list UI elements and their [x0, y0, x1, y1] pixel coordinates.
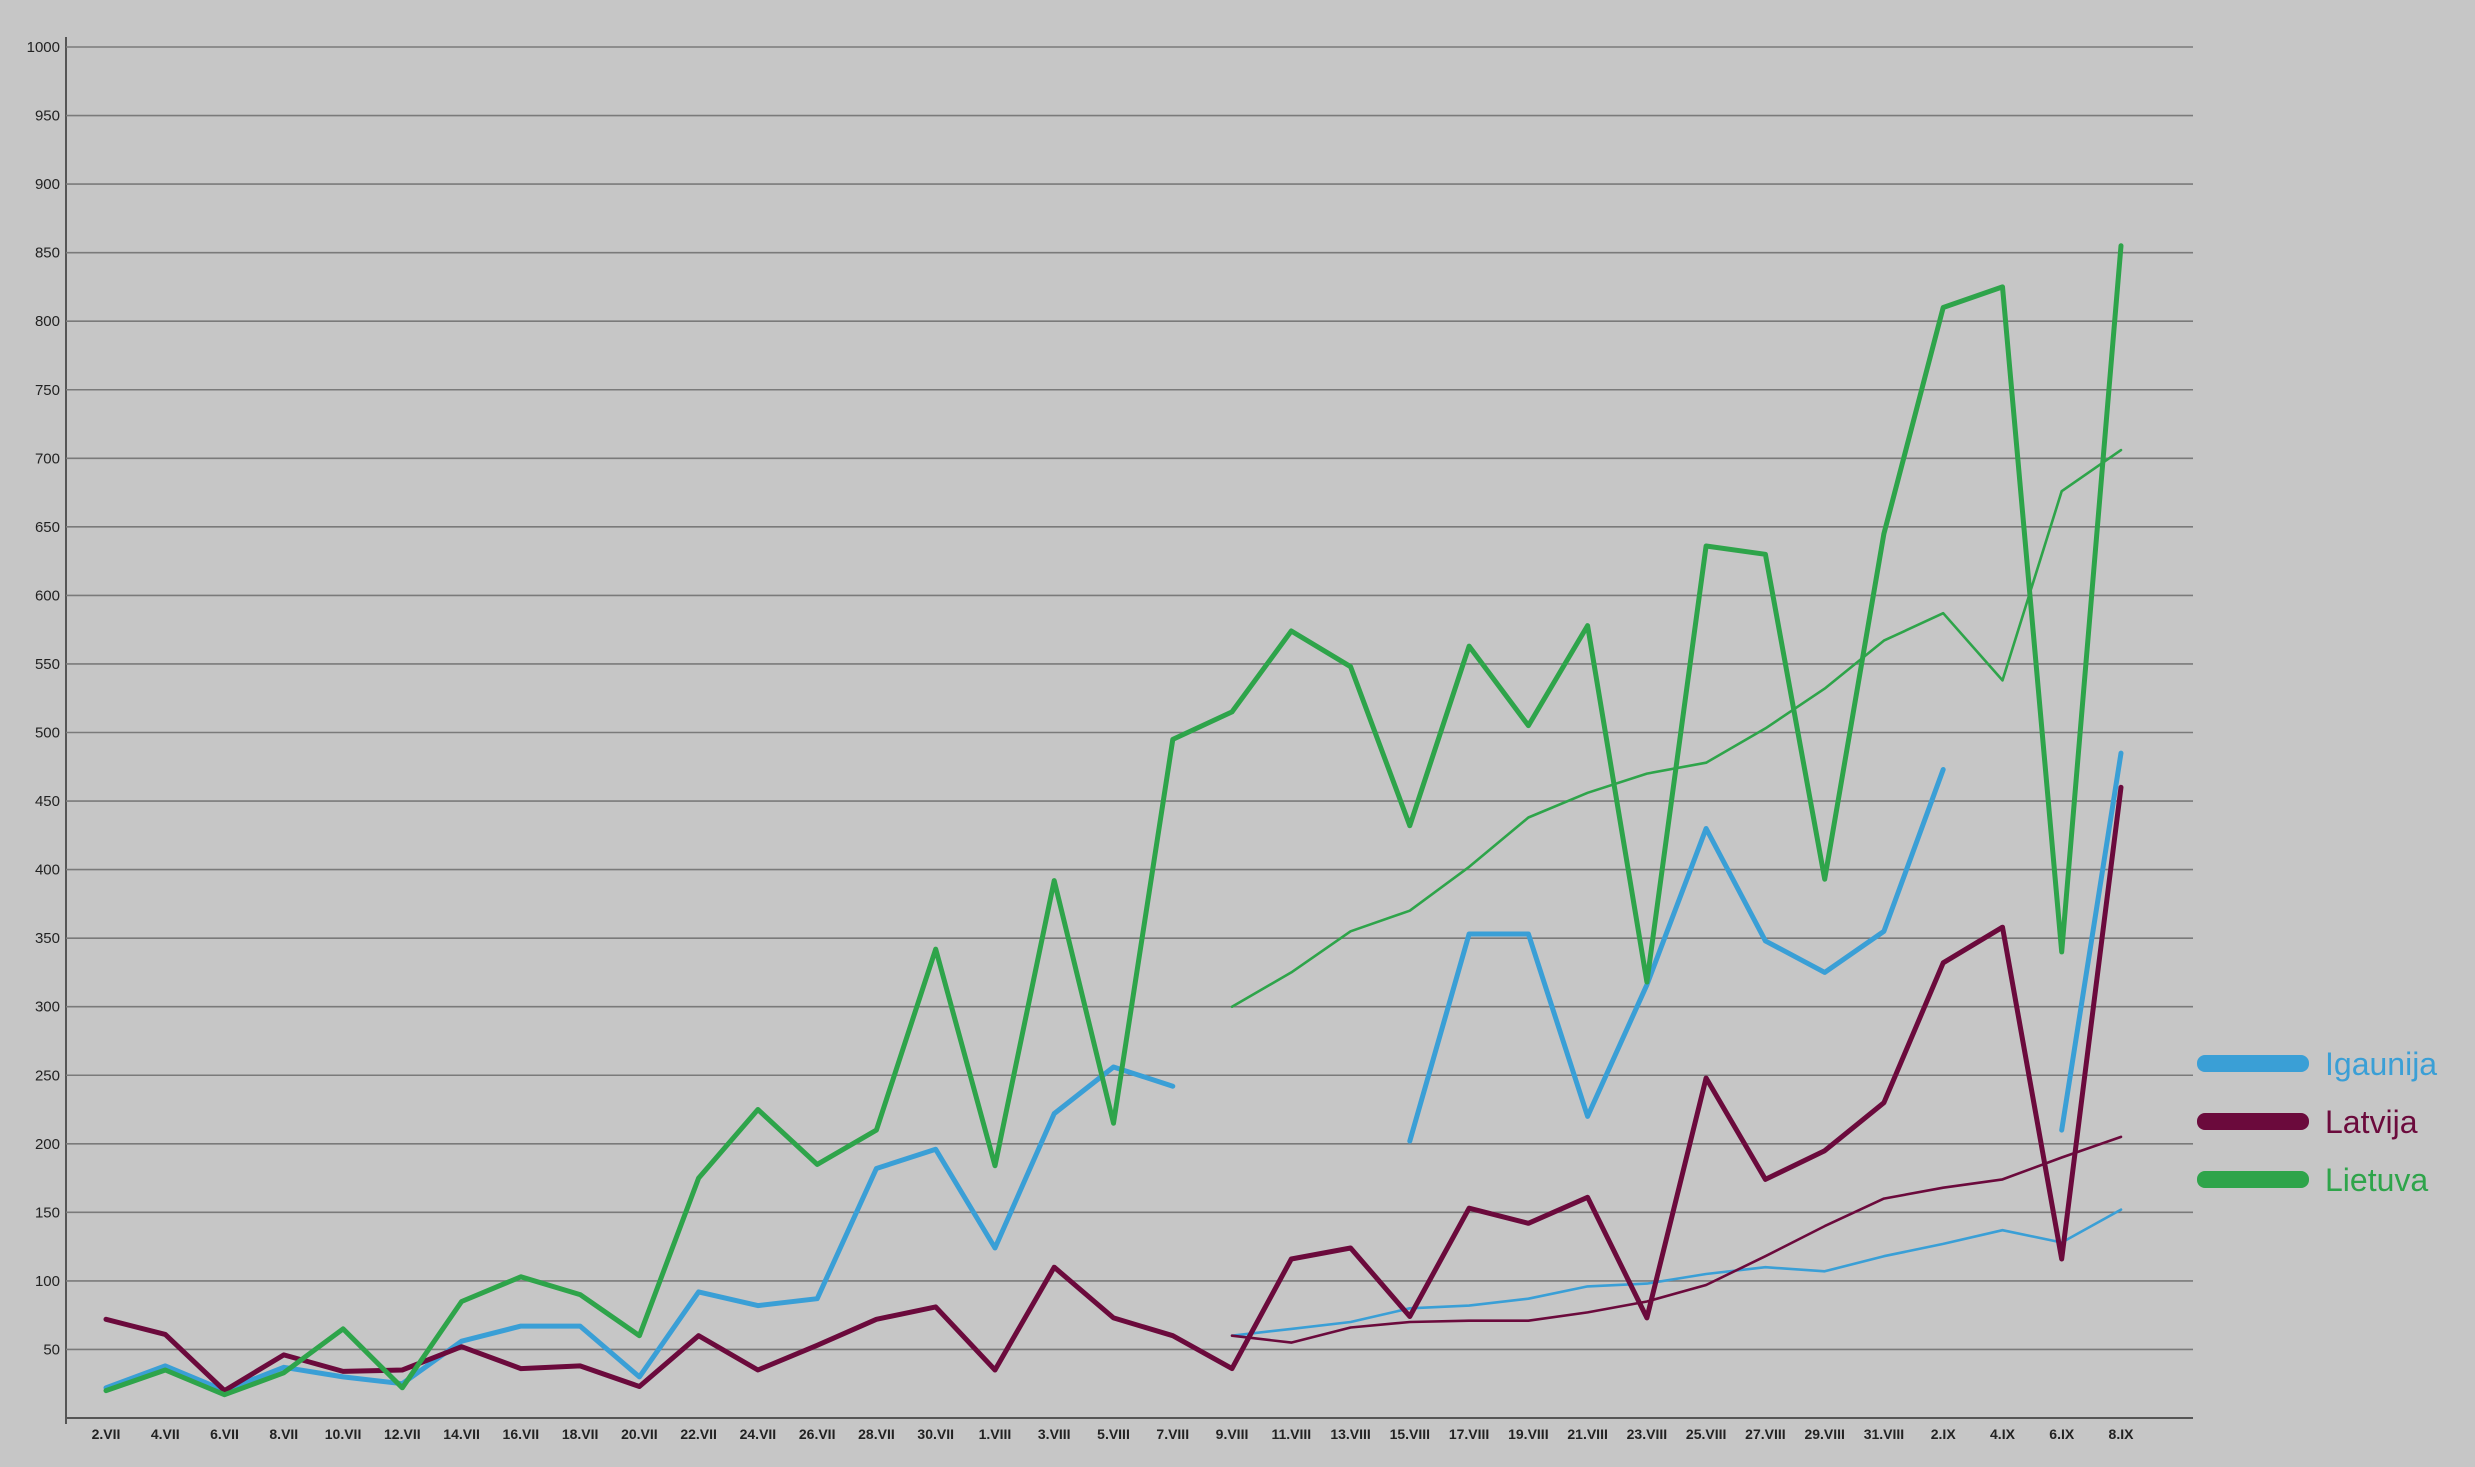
trend-line-lietuva-segment-0 [1230, 448, 2123, 1009]
x-tick-label-2.VII: 2.VII [92, 1426, 121, 1442]
x-tick-label-17.VIII: 17.VIII [1449, 1426, 1489, 1442]
x-tick-label-28.VII: 28.VII [858, 1426, 895, 1442]
x-tick-label-12.VII: 12.VII [384, 1426, 421, 1442]
x-tick-label-4.IX: 4.IX [1990, 1426, 2016, 1442]
y-tick-label-800: 800 [35, 313, 60, 330]
x-tick-label-27.VIII: 27.VIII [1745, 1426, 1785, 1442]
x-tick-label-5.VIII: 5.VIII [1097, 1426, 1130, 1442]
legend-label-lietuva: Lietuva [2325, 1162, 2428, 1198]
x-tick-label-6.VII: 6.VII [210, 1426, 239, 1442]
y-tick-label-200: 200 [35, 1136, 60, 1153]
y-tick-label-850: 850 [35, 245, 60, 262]
x-tick-label-8.IX: 8.IX [2109, 1426, 2135, 1442]
legend-swatch-lietuva [2197, 1171, 2309, 1188]
x-axis: 2.VII 4.VII 6.VII 8.VII 10.VII 12.VII 14.VII 16… [92, 1426, 2135, 1442]
x-tick-label-3.VIII: 3.VIII [1038, 1426, 1071, 1442]
trend-lines [1230, 448, 2123, 1344]
x-tick-label-22.VII: 22.VII [680, 1426, 717, 1442]
x-tick-label-31.VIII: 31.VIII [1864, 1426, 1904, 1442]
x-tick-label-20.VII: 20.VII [621, 1426, 658, 1442]
y-tick-label-900: 900 [35, 176, 60, 193]
y-tick-label-750: 750 [35, 382, 60, 399]
x-tick-label-16.VII: 16.VII [503, 1426, 540, 1442]
y-tick-label-450: 450 [35, 793, 60, 810]
y-tick-label-600: 600 [35, 587, 60, 604]
x-tick-label-19.VIII: 19.VIII [1508, 1426, 1548, 1442]
trend-line-latvija-segment-0 [1230, 1135, 2123, 1344]
y-tick-label-100: 100 [35, 1273, 60, 1290]
x-tick-label-21.VIII: 21.VIII [1567, 1426, 1607, 1442]
legend-swatch-latvija [2197, 1113, 2309, 1130]
x-tick-label-15.VIII: 15.VIII [1390, 1426, 1430, 1442]
y-tick-label-150: 150 [35, 1204, 60, 1221]
grid-lines [65, 37, 2193, 1424]
x-tick-label-26.VII: 26.VII [799, 1426, 836, 1442]
x-tick-label-8.VII: 8.VII [269, 1426, 298, 1442]
y-tick-label-950: 950 [35, 108, 60, 125]
x-tick-label-13.VIII: 13.VIII [1330, 1426, 1370, 1442]
y-axis: 50 100 150 200 250 300 350 400 450 500 550 600 650 70… [27, 39, 60, 1358]
x-tick-label-7.VIII: 7.VIII [1156, 1426, 1189, 1442]
series-line-igaunija-segment-1 [1407, 767, 1946, 1144]
series-lines [103, 243, 2124, 1398]
x-tick-label-25.VIII: 25.VIII [1686, 1426, 1726, 1442]
x-tick-label-9.VIII: 9.VIII [1216, 1426, 1249, 1442]
legend-label-latvija: Latvija [2325, 1104, 2418, 1140]
y-tick-label-650: 650 [35, 519, 60, 536]
series-line-latvija-segment-0 [103, 784, 2124, 1394]
series-line-igaunija-segment-0 [103, 1064, 1176, 1394]
y-tick-label-300: 300 [35, 999, 60, 1016]
y-tick-label-700: 700 [35, 450, 60, 467]
x-tick-label-29.VIII: 29.VIII [1804, 1426, 1844, 1442]
x-tick-label-30.VII: 30.VII [917, 1426, 954, 1442]
x-tick-label-6.IX: 6.IX [2049, 1426, 2075, 1442]
x-tick-label-1.VIII: 1.VIII [979, 1426, 1012, 1442]
trend-line-igaunija-segment-0 [1230, 1208, 2123, 1337]
x-tick-label-23.VIII: 23.VIII [1627, 1426, 1667, 1442]
y-tick-label-550: 550 [35, 656, 60, 673]
legend-swatch-igaunija [2197, 1055, 2309, 1072]
x-tick-label-11.VIII: 11.VIII [1271, 1426, 1311, 1442]
x-tick-label-24.VII: 24.VII [740, 1426, 777, 1442]
legend: Igaunija Latvija Lietuva [2197, 1046, 2437, 1198]
series-line-lietuva-segment-0 [103, 243, 2124, 1398]
y-tick-label-250: 250 [35, 1067, 60, 1084]
y-tick-label-50: 50 [43, 1341, 60, 1358]
series-line-igaunija-segment-2 [2059, 750, 2124, 1133]
y-tick-label-400: 400 [35, 862, 60, 879]
x-tick-label-10.VII: 10.VII [325, 1426, 362, 1442]
legend-label-igaunija: Igaunija [2325, 1046, 2437, 1082]
y-tick-label-1000: 1000 [27, 39, 60, 56]
x-tick-label-2.IX: 2.IX [1931, 1426, 1957, 1442]
x-tick-label-14.VII: 14.VII [443, 1426, 480, 1442]
y-tick-label-350: 350 [35, 930, 60, 947]
x-tick-label-18.VII: 18.VII [562, 1426, 599, 1442]
x-tick-label-4.VII: 4.VII [151, 1426, 180, 1442]
y-tick-label-500: 500 [35, 725, 60, 742]
